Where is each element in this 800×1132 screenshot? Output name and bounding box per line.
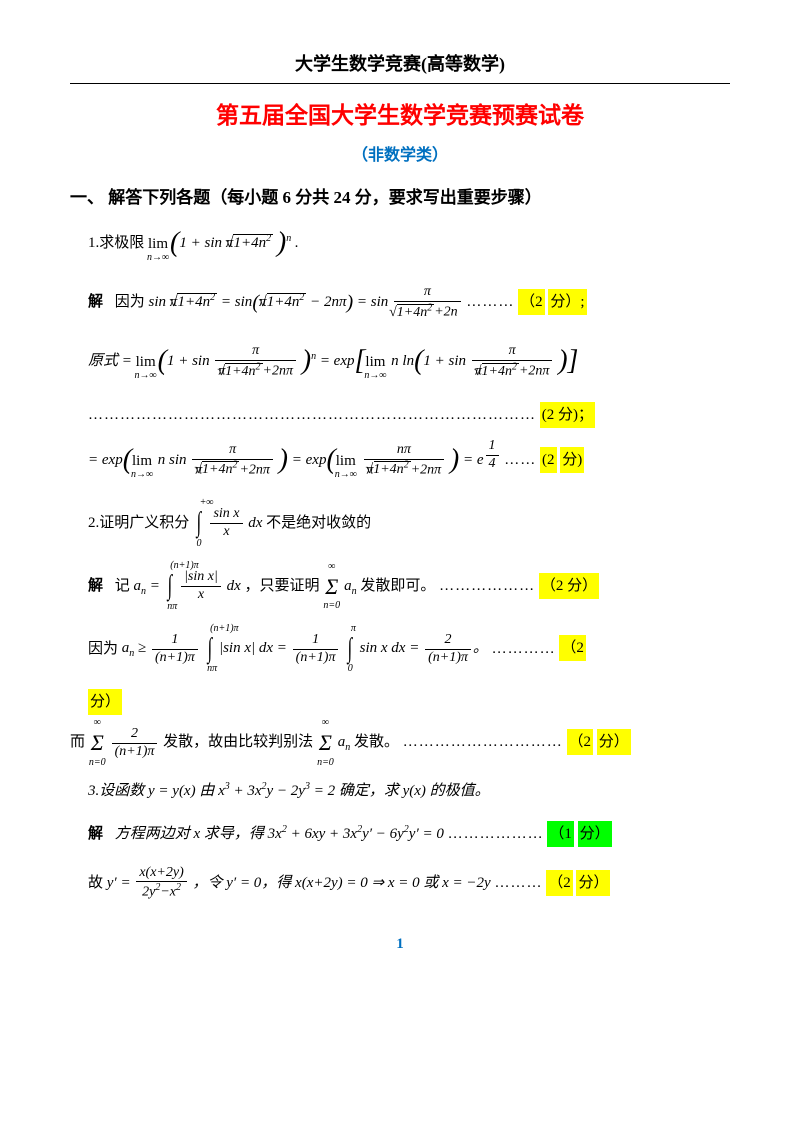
solve-label: 解: [88, 578, 103, 594]
solve-label: 解: [88, 294, 103, 310]
p2-s3-formula: ∞Σn=0 2(n+1)π: [89, 734, 163, 750]
dots: …………………………………………………………………………: [88, 407, 536, 423]
p2-step2-cont: 分）: [88, 689, 730, 715]
score-mark: (2: [540, 447, 557, 473]
page-header: 大学生数学竞赛(高等数学): [70, 50, 730, 84]
p2-q-tail: 不是绝对收敛的: [266, 515, 371, 531]
p1-step2: 原式 = limn→∞(1 + sin ππ1+4n2+2nπ )n = exp…: [88, 339, 730, 384]
dots: …………: [492, 640, 556, 656]
dots: ………: [494, 875, 542, 891]
p1-question: 1.求极限 limn→∞(1 + sin π1+4n2 )n .: [88, 221, 730, 266]
p3-question: 3.设函数 y = y(x) 由 x3 + 3x2y − 2y3 = 2 确定，…: [88, 779, 730, 803]
score-mark: （2: [518, 289, 545, 315]
p2-step3: 而 ∞Σn=0 2(n+1)π 发散，故由比较判别法 ∞Σn=0 an 发散。 …: [70, 725, 730, 760]
p2-q-formula: +∞∫0 sin xx dx: [193, 515, 266, 531]
p3-s2-pre: 故: [88, 875, 103, 891]
score-mark: （2: [546, 870, 573, 896]
p3-step1: 解 方程两边对 x 求导，得 3x2 + 6xy + 3x2y′ − 6y2y′…: [88, 821, 730, 847]
p1-step1: 解 因为 sin π1+4n2 = sin(π1+4n2 − 2nπ) = si…: [88, 284, 730, 321]
p2-question: 2.证明广义积分 +∞∫0 sin xx dx 不是绝对收敛的: [88, 501, 730, 546]
subtitle: （非数学类）: [70, 143, 730, 169]
p3-s1-text: 方程两边对 x 求导，得 3x2 + 6xy + 3x2y′ − 6y2y′ =…: [115, 826, 448, 842]
score-mark-green: （1: [547, 821, 574, 847]
p1-s1-formula: sin π1+4n2 = sin(π1+4n2 − 2nπ) = sin π1+…: [149, 294, 467, 310]
score-mark: 分）: [576, 870, 610, 896]
p2-s2-formula: an ≥ 1(n+1)π (n+1)π∫nπ |sin x| dx = 1(n+…: [122, 640, 492, 656]
p1-s1-pre: 因为: [115, 294, 145, 310]
p2-q-text: 2.证明广义积分: [88, 515, 189, 531]
p1-s2-formula: 原式 = limn→∞(1 + sin ππ1+4n2+2nπ )n = exp…: [88, 353, 578, 369]
score-mark: 分）: [88, 689, 122, 715]
p2-s3-end: 发散。: [354, 734, 399, 750]
dots: ……: [504, 452, 536, 468]
p2-s1-pre: 记: [115, 578, 130, 594]
score-mark: （2: [567, 729, 594, 755]
main-title: 第五届全国大学生数学竞赛预赛试卷: [70, 98, 730, 135]
solve-label: 解: [88, 826, 103, 842]
p3-q-text: 3.设函数 y = y(x) 由 x3 + 3x2y − 2y3 = 2 确定，…: [88, 783, 490, 799]
score-mark: （2 分）: [539, 573, 599, 599]
p3-s2-formula: y′ = x(x+2y)2y2−x2 ，令 y′ = 0，得 x(x+2y) =…: [107, 875, 495, 891]
dots: …………………………: [403, 734, 563, 750]
p2-step2: 因为 an ≥ 1(n+1)π (n+1)π∫nπ |sin x| dx = 1…: [88, 627, 730, 672]
score-mark-green: 分）: [578, 821, 612, 847]
p1-s3-formula: = exp(limn→∞ n sin ππ1+4n2+2nπ ) = exp(l…: [88, 452, 504, 468]
score-mark: 分): [560, 447, 584, 473]
dots: ………………: [439, 578, 535, 594]
score-mark: （2: [559, 635, 586, 661]
p2-s3-mid: 发散，故由比较判别法: [163, 734, 313, 750]
p3-step2: 故 y′ = x(x+2y)2y2−x2 ，令 y′ = 0，得 x(x+2y)…: [88, 865, 730, 902]
p2-s3-pre: 而: [70, 734, 85, 750]
p1-step2-dots: ………………………………………………………………………… (2 分)；: [88, 402, 730, 428]
score-mark: (2 分)；: [540, 402, 595, 428]
p1-step3: = exp(limn→∞ n sin ππ1+4n2+2nπ ) = exp(l…: [88, 438, 730, 483]
score-mark: 分）: [597, 729, 631, 755]
p2-s1-formula: an = (n+1)π∫nπ |sin x|x dx: [134, 578, 245, 594]
p2-s3-sum: ∞Σn=0 an: [317, 734, 354, 750]
p2-s1-mid: ，只要证明: [245, 578, 320, 594]
p2-s1-end: 发散即可。: [360, 578, 435, 594]
score-mark: 分）;: [548, 289, 586, 315]
p1-q-formula: limn→∞(1 + sin π1+4n2 )n .: [148, 235, 299, 251]
p1-q-text: 1.求极限: [88, 235, 144, 251]
dots: ………………: [448, 826, 544, 842]
p2-s2-pre: 因为: [88, 640, 118, 656]
p2-step1: 解 记 an = (n+1)π∫nπ |sin x|x dx ，只要证明 ∞Σn…: [88, 564, 730, 609]
section-heading: 一、 解答下列各题（每小题 6 分共 24 分，要求写出重要步骤）: [70, 184, 730, 211]
dots: ………: [466, 294, 514, 310]
page-number: 1: [70, 932, 730, 956]
p2-s1-sum: ∞Σn=0 an: [323, 578, 360, 594]
